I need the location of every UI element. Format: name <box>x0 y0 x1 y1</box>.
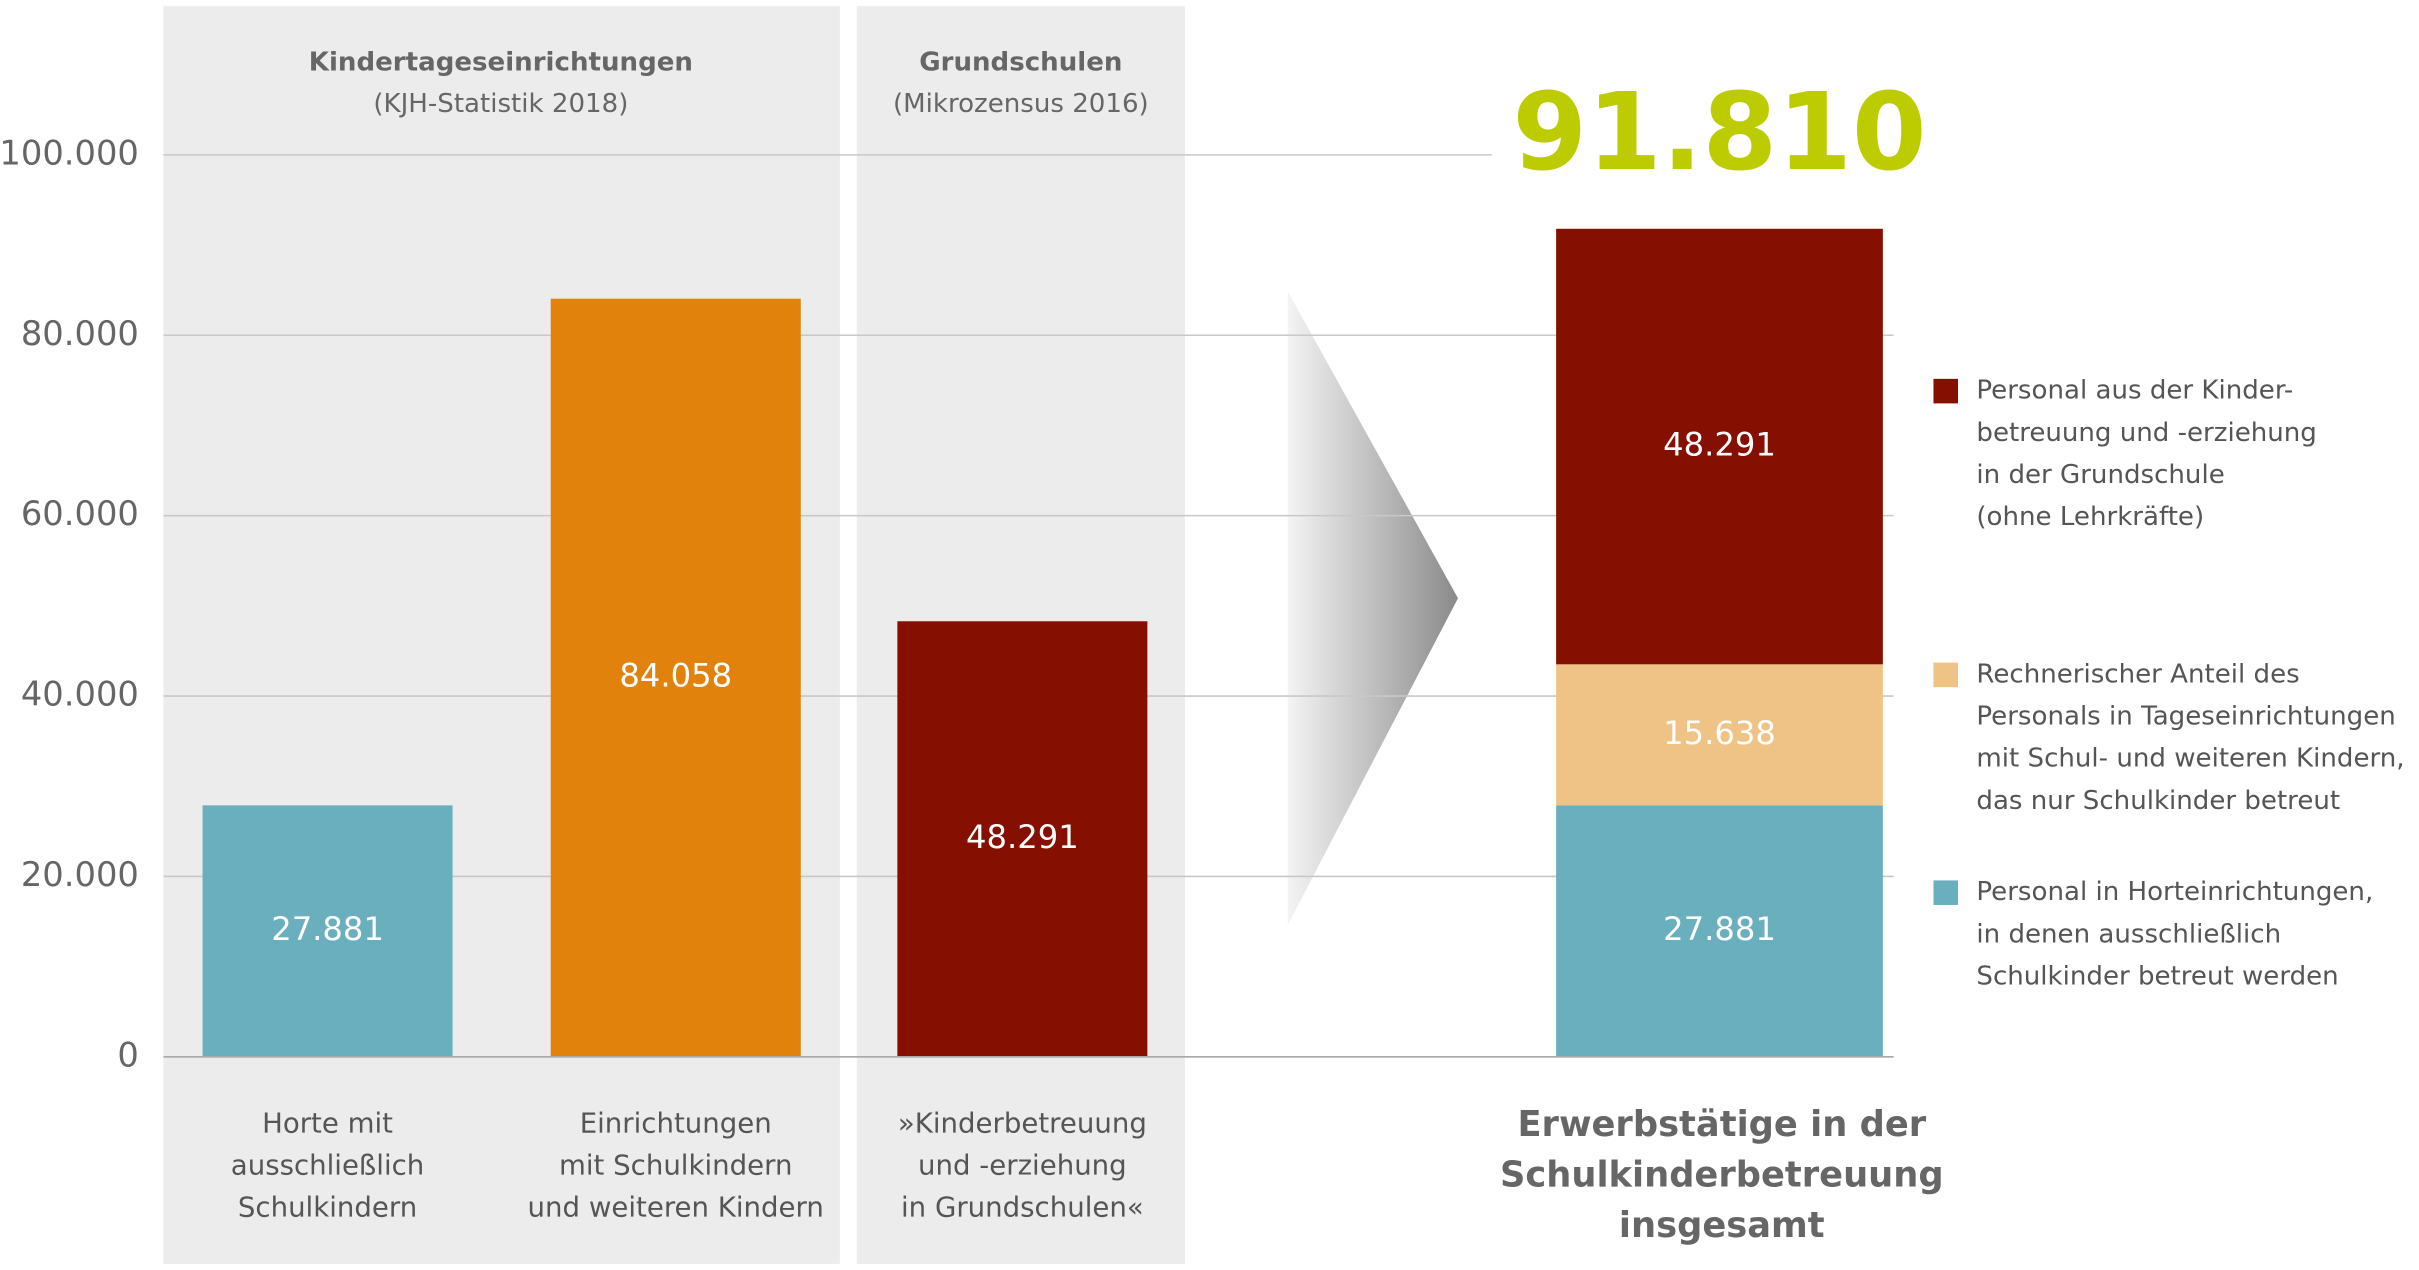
group-title: Grundschulen <box>919 47 1122 77</box>
x-tick-label: und -erziehung <box>918 1148 1127 1181</box>
y-tick-label: 20.000 <box>21 855 139 894</box>
bar <box>550 298 801 1057</box>
stack-title: Erwerbstätige in der <box>1517 1104 1926 1145</box>
legend-label: in denen ausschließlich <box>1976 919 2281 949</box>
legend-label: in der Grundschule <box>1976 460 2224 490</box>
value-label: 84.058 <box>619 657 732 695</box>
value-label: 15.638 <box>1663 714 1776 752</box>
x-tick-label: und weiteren Kindern <box>528 1191 824 1224</box>
legend-label: (ohne Lehrkräfte) <box>1976 502 2204 532</box>
value-label: 27.881 <box>1663 910 1776 948</box>
stack-segment <box>1556 664 1883 806</box>
x-tick-label: Einrichtungen <box>580 1106 772 1139</box>
legend-label: Schulkinder betreut werden <box>1976 962 2338 992</box>
x-tick-label: Schulkindern <box>238 1191 417 1224</box>
bar <box>202 805 453 1057</box>
y-tick-label: 40.000 <box>21 675 139 714</box>
legend-label: Personal in Horteinrichtungen, <box>1976 877 2373 907</box>
stack-title: insgesamt <box>1619 1205 1825 1246</box>
value-label: 27.881 <box>271 910 384 948</box>
x-tick-label: in Grundschulen« <box>901 1191 1144 1224</box>
group-title: Kindertageseinrichtungen <box>309 47 693 77</box>
stack-segment <box>1556 805 1883 1057</box>
value-label: 48.291 <box>1663 426 1776 464</box>
legend-swatch <box>1933 880 1959 905</box>
plot: 0 20.000 40.000 60.000 80.000 100.000 Kinderta… <box>0 47 2405 1246</box>
y-tick-label: 80.000 <box>21 314 139 353</box>
stack-title: Schulkinderbetreuung <box>1500 1154 1944 1195</box>
legend-swatch <box>1933 378 1959 404</box>
legend-label: Personals in Tageseinrichtungen <box>1976 702 2395 732</box>
x-tick-label: »Kinderbetreuung <box>898 1106 1147 1139</box>
y-tick-label: 0 <box>117 1035 138 1074</box>
arrow <box>1287 291 1458 925</box>
total-label: 91.810 <box>1512 70 1926 195</box>
legend-label: Personal aus der Kinder- <box>1976 376 2293 406</box>
legend-label: Rechnerischer Anteil des <box>1976 659 2299 689</box>
legend-swatch <box>1933 662 1959 688</box>
y-tick-label: 60.000 <box>21 494 139 533</box>
y-tick-label: 100.000 <box>0 133 139 172</box>
legend-label: betreuung und -erziehung <box>1976 418 2316 448</box>
x-tick-label: ausschließlich <box>231 1148 425 1181</box>
x-tick-label: mit Schulkindern <box>559 1148 792 1181</box>
stack-segment <box>1556 228 1883 665</box>
x-tick-label: Horte mit <box>262 1106 393 1139</box>
group-subtitle: (Mikrozensus 2016) <box>893 89 1149 119</box>
legend-label: mit Schul- und weiteren Kindern, <box>1976 744 2404 774</box>
group-subtitle: (KJH-Statistik 2018) <box>373 89 628 119</box>
value-label: 48.291 <box>966 818 1079 856</box>
bar <box>897 621 1148 1057</box>
legend-label: das nur Schulkinder betreut <box>1976 786 2340 816</box>
